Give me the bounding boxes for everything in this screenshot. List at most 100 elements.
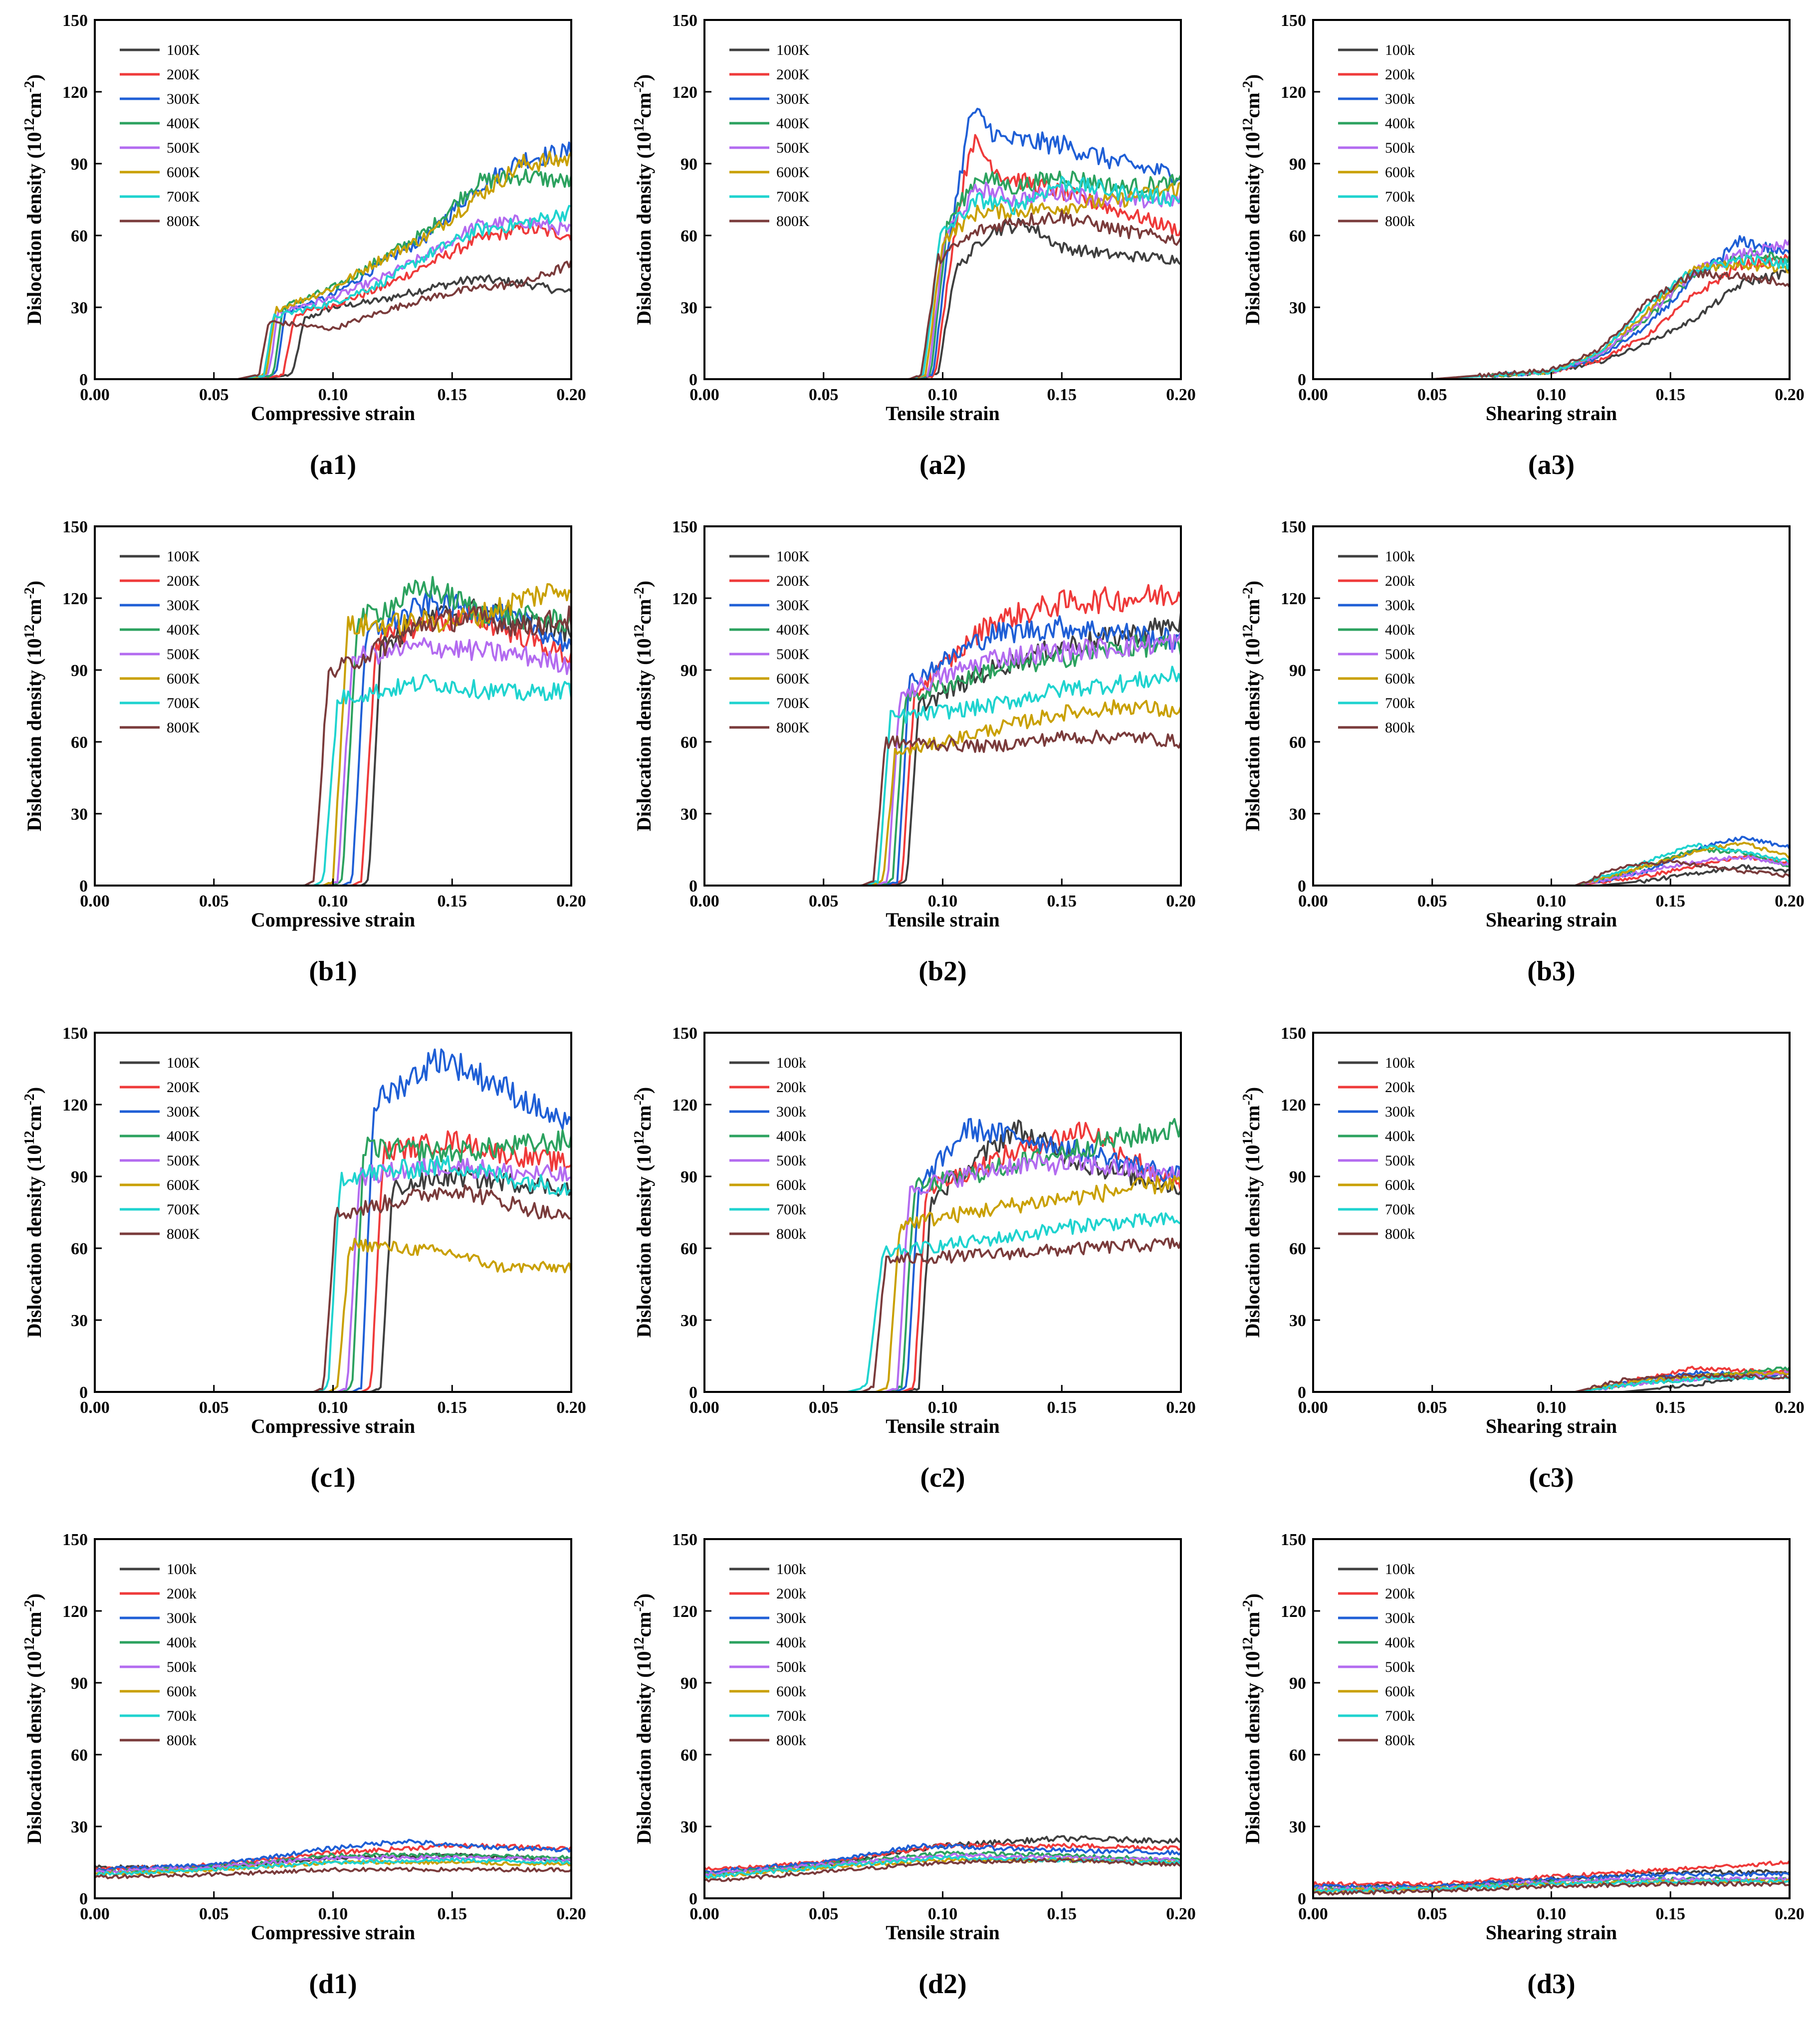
legend-label: 200K [167,573,200,589]
legend-label: 100K [167,548,200,565]
y-tick-label: 30 [681,1818,697,1836]
series-line-600K [704,181,1181,379]
y-label-part: ) [23,1087,45,1094]
y-tick-label: 90 [681,155,697,174]
chart-c1: 0 30 60 90 120 150 0.00 0.05 0.10 0.15 0.20 Compres… [22,1024,586,1493]
legend-label: 400K [776,622,810,638]
y-tick-label: 90 [71,1168,88,1186]
series-group-d1 [95,1838,571,1879]
series-line-100K [95,1167,571,1392]
series-line-500k [704,1153,1181,1392]
chart-b1: 0 30 60 90 120 150 0.00 0.05 0.10 0.15 0.20 Compres… [22,518,586,987]
series-line-400K [95,169,571,379]
y-label-part: cm [1241,92,1264,118]
x-tick-label: 0.10 [318,892,348,910]
x-tick-label: 0.20 [1166,1905,1196,1923]
legend-label: 200K [167,66,200,83]
series-group-b2 [704,584,1181,886]
legend-label: 700K [167,1201,200,1218]
series-line-500K [95,214,571,379]
legend-label: 400K [167,115,200,132]
y-tick-label: 30 [1289,299,1306,317]
x-tick-label: 0.05 [199,1905,229,1923]
y-tick-label: 120 [672,83,697,102]
legend-label: 400k [1385,622,1415,638]
y-label-part: Dislocation density (10 [633,132,655,325]
y-tick-label: 150 [62,11,88,30]
series-line-600k [1313,842,1790,886]
series-group-d2 [704,1835,1181,1883]
legend-label: 800k [776,1732,806,1749]
y-tick-label: 120 [672,1602,697,1621]
series-line-200K [95,1130,571,1392]
y-tick-label: 150 [1281,1531,1306,1549]
legend-label: 800k [1385,1226,1415,1242]
y-axis-label: Dislocation density (1012cm-2) [632,74,655,325]
panel-label: (a3) [1528,450,1575,480]
y-label-part: Dislocation density (10 [633,639,655,832]
legend-label: 600k [167,1683,197,1700]
x-tick-label: 0.05 [809,386,839,404]
legend-label: 100k [776,1055,806,1071]
legend-label: 400K [776,115,810,132]
y-tick-label: 0 [1298,371,1306,389]
series-line-400k [1313,249,1790,379]
y-label-part: Dislocation density (10 [23,132,45,325]
y-axis-label: Dislocation density (1012cm-2) [22,74,45,325]
x-axis-label: Compressive strain [251,1415,415,1437]
legend-label: 100k [1385,1055,1415,1071]
series-group-a2 [704,108,1181,379]
legend-label: 500k [1385,1659,1415,1675]
x-tick-label: 0.05 [809,892,839,910]
series-line-800k [1313,1881,1790,1896]
y-label-part: ) [23,581,45,587]
y-tick-label: 30 [681,805,697,824]
y-label-part: 12 [632,1131,647,1145]
series-line-800k [704,1237,1181,1392]
legend-label: 100k [167,1561,197,1578]
y-axis-label: Dislocation density (1012cm-2) [22,1593,45,1844]
x-axis-label: Shearing strain [1486,1415,1617,1437]
legend-label: 800k [1385,719,1415,736]
legend-label: 800k [776,1226,806,1242]
series-line-700K [95,674,571,886]
y-tick-label: 0 [689,1890,697,1908]
x-tick-label: 0.00 [689,1905,719,1923]
series-line-700k [1313,843,1790,886]
x-tick-label: 0.00 [1298,1398,1328,1417]
x-tick-label: 0.00 [1298,892,1328,910]
x-tick-label: 0.15 [1047,892,1077,910]
x-tick-label: 0.05 [809,1398,839,1417]
series-line-800k [1313,269,1790,379]
legend-label: 500k [1385,646,1415,663]
series-line-400K [704,170,1181,379]
legend-label: 100k [1385,1561,1415,1578]
legend-label: 700K [776,189,810,205]
legend-label: 400K [167,622,200,638]
legend-label: 100k [1385,548,1415,565]
series-group-a1 [95,141,571,379]
legend-label: 300K [167,91,200,107]
y-axis-label: Dislocation density (1012cm-2) [22,1087,45,1338]
y-tick-label: 30 [1289,1312,1306,1330]
x-tick-label: 0.00 [80,1398,110,1417]
y-label-part: 12 [1240,1131,1256,1145]
legend-label: 300k [167,1610,197,1626]
y-tick-label: 60 [71,733,88,752]
y-tick-label: 0 [79,877,88,896]
legend-label: 300K [776,91,810,107]
series-line-300k [704,1118,1181,1392]
legend-label: 400K [167,1128,200,1144]
legend-label: 500K [167,646,200,663]
legend-label: 500k [776,1659,806,1675]
y-label-part: ) [633,74,655,81]
y-label-part: cm [23,1105,45,1131]
panel-label: (b1) [309,956,357,987]
series-line-200k [1313,1365,1790,1392]
y-tick-label: 150 [672,1024,697,1043]
x-tick-label: 0.10 [928,892,958,910]
series-group-c2 [704,1118,1181,1392]
series-line-100k [1313,1370,1790,1392]
legend-label: 400k [776,1128,806,1144]
x-tick-label: 0.05 [1417,1905,1447,1923]
